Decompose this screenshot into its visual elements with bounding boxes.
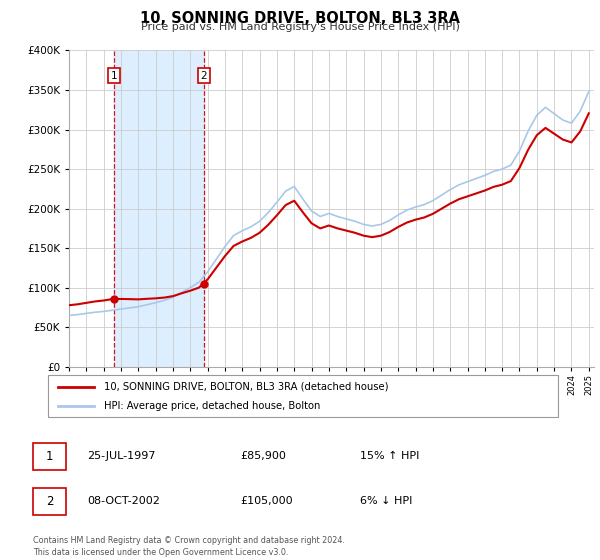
Text: 08-OCT-2002: 08-OCT-2002 (87, 496, 160, 506)
Text: Price paid vs. HM Land Registry's House Price Index (HPI): Price paid vs. HM Land Registry's House … (140, 22, 460, 32)
Text: 6% ↓ HPI: 6% ↓ HPI (360, 496, 412, 506)
Text: 1: 1 (46, 450, 53, 463)
Text: HPI: Average price, detached house, Bolton: HPI: Average price, detached house, Bolt… (104, 401, 320, 411)
Text: £85,900: £85,900 (240, 451, 286, 461)
Text: Contains HM Land Registry data © Crown copyright and database right 2024.: Contains HM Land Registry data © Crown c… (33, 536, 345, 545)
Text: 15% ↑ HPI: 15% ↑ HPI (360, 451, 419, 461)
FancyBboxPatch shape (48, 375, 558, 417)
Text: 10, SONNING DRIVE, BOLTON, BL3 3RA (detached house): 10, SONNING DRIVE, BOLTON, BL3 3RA (deta… (104, 381, 389, 391)
Text: 2: 2 (200, 71, 207, 81)
Text: This data is licensed under the Open Government Licence v3.0.: This data is licensed under the Open Gov… (33, 548, 289, 557)
Bar (114, 50, 203, 367)
Text: 2: 2 (46, 494, 53, 508)
Text: 1: 1 (110, 71, 117, 81)
Text: £105,000: £105,000 (240, 496, 293, 506)
Text: 25-JUL-1997: 25-JUL-1997 (87, 451, 155, 461)
Text: 10, SONNING DRIVE, BOLTON, BL3 3RA: 10, SONNING DRIVE, BOLTON, BL3 3RA (140, 11, 460, 26)
